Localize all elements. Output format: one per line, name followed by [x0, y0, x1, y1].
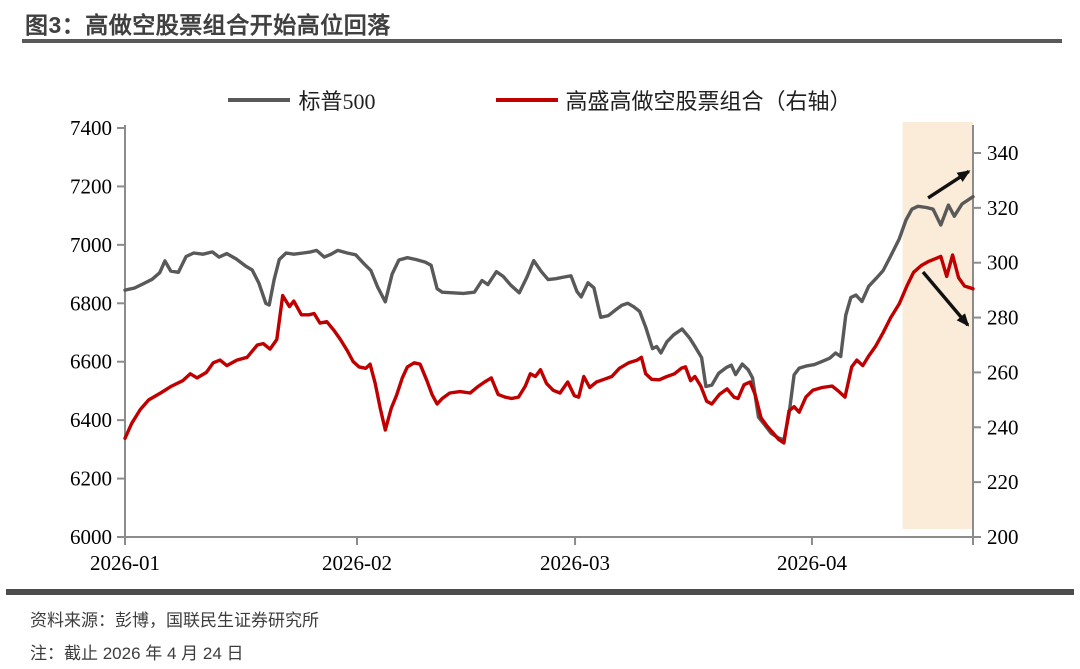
cutoff-note: 注：截止 2026 年 4 月 24 日 — [30, 644, 244, 663]
left-tick-label: 6800 — [70, 291, 112, 315]
legend-label-short-basket: 高盛高做空股票组合（右轴） — [565, 89, 852, 114]
legend-item-sp500: 标普500 — [228, 84, 376, 116]
up-arrow — [927, 169, 971, 200]
right-tick-label: 240 — [987, 415, 1019, 439]
left-tick-label: 7200 — [70, 174, 112, 198]
right-tick-label: 300 — [987, 251, 1019, 275]
chart-legend: 标普500 高盛高做空股票组合（右轴） — [0, 84, 1080, 116]
right-tick-label: 340 — [987, 141, 1019, 165]
right-tick-label: 220 — [987, 470, 1019, 494]
down-arrow — [921, 270, 970, 327]
short-basket-line-swatch — [495, 98, 558, 102]
sp500-line-swatch — [228, 98, 291, 102]
left-tick-label: 7000 — [70, 233, 112, 257]
highlight-band — [902, 122, 973, 529]
x-tick-label: 2026-02 — [322, 551, 392, 575]
source-note: 资料来源：彭博，国联民生证券研究所 — [30, 611, 319, 630]
x-tick-label: 2026-03 — [540, 551, 610, 575]
right-tick-label: 260 — [987, 360, 1019, 384]
legend-item-short-basket: 高盛高做空股票组合（右轴） — [495, 84, 852, 116]
left-tick-label: 7400 — [70, 116, 112, 140]
left-tick-label: 6000 — [70, 525, 112, 549]
legend-label-sp500: 标普500 — [298, 89, 376, 114]
footer-divider — [6, 589, 1074, 595]
left-tick-label: 6400 — [70, 408, 112, 432]
right-tick-label: 320 — [987, 196, 1019, 220]
left-tick-label: 6600 — [70, 350, 112, 374]
right-tick-label: 200 — [987, 525, 1019, 549]
title-underline — [22, 39, 1062, 43]
sp500-line — [123, 194, 975, 442]
x-tick-label: 2026-04 — [777, 551, 847, 575]
x-tick-label: 2026-01 — [90, 551, 160, 575]
right-tick-label: 280 — [987, 306, 1019, 330]
left-tick-label: 6200 — [70, 467, 112, 491]
figure-title: 图3：高做空股票组合开始高位回落 — [25, 12, 391, 38]
short-basket-line — [123, 253, 975, 445]
